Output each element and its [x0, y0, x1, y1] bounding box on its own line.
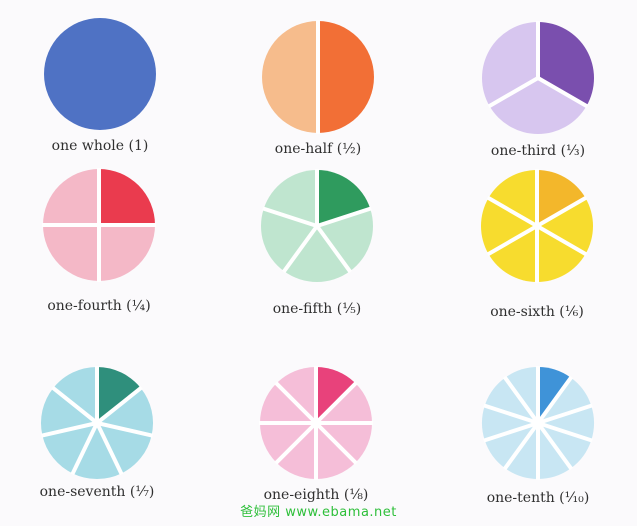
fraction-label: one-third (⅓): [490, 143, 586, 159]
slice-unshaded: [484, 377, 538, 423]
fraction-circle-7: [40, 366, 154, 479]
watermark: 爸妈网 www.ebama.net: [240, 505, 397, 520]
fraction-label: one whole (1): [51, 138, 149, 154]
slice-divider: [315, 224, 353, 274]
fraction-label: one-fifth (⅕): [272, 301, 362, 317]
slice-unshaded: [538, 423, 592, 469]
slice-unshaded: [482, 405, 538, 441]
slice-unshaded: [488, 170, 537, 226]
slice-unshaded: [537, 198, 594, 254]
slice-divider: [96, 421, 154, 438]
slice-unshaded: [97, 388, 154, 436]
slice-divider: [486, 195, 539, 228]
slice-divider: [502, 421, 540, 471]
fraction-circle-10: [482, 366, 594, 480]
fraction-circle-5: [261, 169, 373, 282]
slice-shaded: [537, 170, 586, 226]
slice-divider: [95, 385, 143, 425]
slice-divider: [536, 375, 574, 425]
slice-shaded: [318, 21, 374, 133]
slice-divider: [70, 422, 99, 476]
slice-unshaded: [276, 423, 316, 479]
slice-divider: [314, 381, 358, 425]
slice-unshaded: [316, 423, 356, 479]
fraction-label: one-seventh (⅐): [39, 484, 155, 500]
slice-unshaded: [480, 198, 537, 254]
slice-unshaded: [538, 405, 594, 441]
fraction-circle-6: [480, 169, 594, 283]
slice-unshaded: [261, 208, 317, 272]
fraction-label: one-eighth (⅛): [263, 487, 369, 503]
fraction-label: one-sixth (⅙): [490, 304, 584, 320]
slice-divider: [535, 224, 588, 257]
slice-unshaded: [72, 423, 122, 479]
slice-divider: [502, 375, 540, 425]
slice-shaded: [99, 169, 155, 225]
slice-unshaded: [260, 423, 316, 463]
fraction-circle-3: [481, 21, 595, 135]
slice-divider: [537, 403, 593, 425]
slice-shaded: [97, 366, 141, 423]
fraction-circle-4: [42, 168, 156, 282]
slice-unshaded: [42, 423, 97, 474]
slice-divider: [51, 385, 99, 425]
fraction-label: one-tenth (⅒): [486, 490, 590, 506]
fraction-circle-2: [262, 20, 374, 134]
slice-divider: [536, 76, 589, 109]
slice-divider: [274, 381, 318, 425]
slice-divider: [483, 421, 539, 443]
slice-divider: [281, 224, 319, 274]
slice-unshaded: [43, 225, 99, 281]
slice-divider: [262, 206, 318, 228]
slice-divider: [95, 422, 124, 476]
slice-unshaded: [99, 225, 155, 281]
slice-unshaded: [276, 367, 316, 423]
slice-unshaded: [316, 383, 372, 423]
slice-unshaded: [316, 423, 372, 463]
slice-divider: [314, 421, 358, 465]
slice-divider: [40, 421, 98, 438]
slice-unshaded: [284, 226, 350, 282]
slice-divider: [483, 403, 539, 425]
slice-shaded: [316, 367, 356, 423]
slice-divider: [486, 224, 539, 257]
fraction-label: one-half (½): [274, 141, 362, 157]
slice-unshaded: [260, 383, 316, 423]
slice-divider: [535, 195, 588, 228]
slice-unshaded: [40, 388, 97, 436]
slice-divider: [487, 76, 540, 109]
fraction-circle-1: [44, 18, 156, 130]
slice-shaded: [44, 18, 156, 130]
fraction-label: one-fourth (¼): [47, 298, 151, 314]
slice-unshaded: [262, 21, 318, 133]
slice-divider: [536, 421, 574, 471]
slice-divider: [537, 421, 593, 443]
fraction-circle-8: [259, 366, 373, 480]
slice-divider: [316, 206, 372, 228]
slice-unshaded: [537, 226, 586, 282]
slice-unshaded: [97, 423, 152, 474]
slice-unshaded: [488, 226, 537, 282]
slice-unshaded: [53, 366, 97, 423]
slice-unshaded: [317, 208, 373, 272]
slice-unshaded: [43, 169, 99, 225]
slice-divider: [274, 421, 318, 465]
slice-unshaded: [484, 423, 538, 469]
slice-unshaded: [538, 377, 592, 423]
